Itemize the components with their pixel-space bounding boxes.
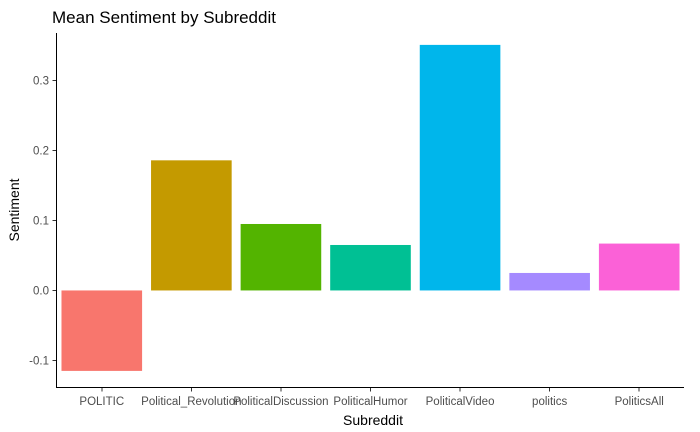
x-axis-title: Subreddit	[343, 412, 403, 428]
y-tick-label: 0.2	[33, 146, 49, 158]
bar-politicaldiscussion	[240, 223, 322, 291]
bar-politics	[509, 272, 590, 291]
chart-title: Mean Sentiment by Subreddit	[52, 8, 276, 27]
x-tick-label: Political_Revolution	[141, 396, 241, 408]
bar-political-revolution	[151, 160, 232, 291]
x-tick-label: PoliticsAll	[615, 396, 664, 408]
x-tick-label: PoliticalVideo	[426, 396, 495, 408]
bar-politicalhumor	[330, 244, 411, 291]
bars-layer	[61, 44, 680, 371]
y-tick-label: -0.1	[29, 355, 49, 367]
x-tick-label: PoliticalHumor	[333, 396, 407, 408]
y-tick-label: 0.3	[33, 76, 49, 88]
y-tick-label: 0.1	[33, 215, 49, 227]
y-tick-label: 0.0	[33, 285, 49, 297]
x-tick-label: PoliticalDiscussion	[233, 396, 328, 408]
y-axis: -0.1 0.0 0.1 0.2 0.3	[29, 76, 57, 367]
bar-politicsall	[598, 243, 680, 291]
y-axis-title: Sentiment	[6, 178, 22, 241]
bar-politic	[61, 290, 143, 371]
bar-politicalvideo	[419, 44, 501, 291]
x-tick-label: POLITIC	[79, 396, 124, 408]
x-axis: POLITIC Political_RevolutionPoliticalDisc…	[79, 387, 664, 408]
x-tick-label: politics	[532, 396, 567, 408]
